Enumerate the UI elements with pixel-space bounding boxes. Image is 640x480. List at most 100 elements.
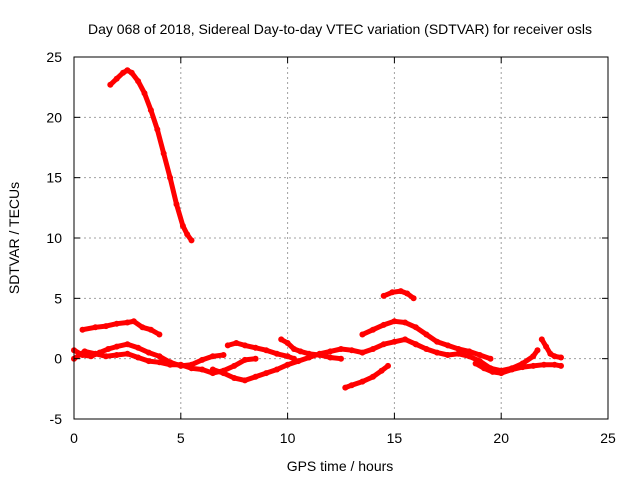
data-point	[156, 331, 163, 338]
data-point	[135, 344, 142, 351]
y-tick-label: 15	[46, 170, 62, 186]
data-point	[252, 373, 259, 380]
data-point	[124, 341, 131, 348]
data-point	[359, 331, 366, 338]
data-point	[540, 361, 547, 368]
data-point	[455, 346, 462, 352]
data-point	[124, 319, 131, 326]
data-point	[404, 290, 411, 297]
data-point	[423, 331, 430, 338]
data-point	[543, 343, 550, 350]
data-point	[466, 353, 473, 360]
series-arc-2	[79, 318, 163, 338]
x-tick-label: 10	[280, 430, 296, 446]
data-point	[476, 352, 483, 358]
data-point	[558, 362, 564, 369]
data-point	[177, 361, 184, 368]
data-point	[327, 354, 334, 361]
axis-ticks	[73, 56, 609, 420]
data-point	[199, 356, 206, 363]
data-point	[412, 324, 419, 331]
data-point	[145, 349, 152, 356]
data-point	[385, 362, 391, 369]
data-point	[184, 231, 191, 238]
data-point	[472, 360, 479, 367]
x-tick-label: 15	[387, 430, 403, 446]
data-point	[284, 353, 291, 360]
data-point	[434, 338, 441, 345]
data-point	[551, 361, 558, 368]
data-point	[306, 350, 312, 357]
y-tick-label: 20	[46, 109, 62, 125]
y-tick-label: 10	[46, 230, 62, 246]
data-point	[487, 355, 494, 362]
series-arc-9	[359, 318, 494, 362]
data-point	[402, 336, 409, 343]
data-point	[147, 326, 154, 333]
data-point	[188, 365, 195, 372]
data-point	[410, 295, 417, 302]
data-point	[338, 355, 344, 362]
data-point	[455, 350, 462, 357]
data-point	[233, 340, 240, 346]
data-point	[113, 343, 120, 350]
series-arc-1	[107, 67, 195, 244]
data-point	[156, 359, 163, 366]
x-tick-label: 20	[493, 430, 509, 446]
data-point	[402, 319, 409, 326]
x-tick-label: 5	[177, 430, 185, 446]
series-arc-13	[538, 336, 564, 361]
data-point	[263, 370, 270, 377]
data-point	[145, 358, 152, 365]
data-point	[489, 368, 496, 375]
data-point	[199, 366, 206, 373]
data-point	[284, 361, 291, 368]
data-point	[423, 346, 430, 352]
data-point	[359, 349, 366, 356]
data-point	[291, 355, 297, 362]
data-point	[113, 75, 120, 82]
data-point	[141, 90, 148, 97]
data-point	[209, 353, 216, 360]
data-point	[135, 354, 142, 361]
data-point	[105, 346, 112, 352]
series-arc-11	[412, 341, 541, 374]
x-axis-label: GPS time / hours	[287, 458, 394, 474]
data-point	[348, 382, 355, 389]
data-point	[558, 354, 564, 361]
y-tick-label: 25	[46, 49, 62, 65]
data-point	[380, 292, 387, 299]
data-point	[551, 353, 558, 360]
data-point	[263, 347, 270, 354]
data-point	[316, 352, 323, 358]
y-tick-label: -5	[50, 411, 63, 427]
chart-title: Day 068 of 2018, Sidereal Day-to-day VTE…	[88, 21, 592, 37]
data-point	[338, 346, 344, 352]
y-tick-label: 0	[54, 351, 62, 367]
data-point	[252, 355, 259, 362]
data-point	[481, 365, 488, 372]
series-line	[473, 361, 564, 376]
data-point	[342, 384, 349, 391]
data-point	[220, 370, 227, 377]
data-point	[124, 350, 131, 357]
data-point	[160, 150, 167, 157]
data-point	[370, 346, 376, 352]
data-point	[291, 346, 297, 352]
y-axis-label: SDTVAR / TECUs	[6, 182, 22, 294]
data-point	[412, 341, 419, 348]
data-point	[380, 321, 387, 328]
data-point	[519, 364, 526, 371]
data-point	[147, 107, 154, 114]
series-arc-4	[71, 348, 259, 377]
data-point	[397, 288, 404, 295]
data-point	[530, 353, 537, 360]
data-point	[231, 362, 238, 369]
data-point	[79, 326, 86, 333]
series-arc-10	[380, 288, 417, 302]
x-tick-label: 0	[70, 430, 78, 446]
data-point	[389, 289, 396, 296]
data-point	[154, 126, 161, 133]
